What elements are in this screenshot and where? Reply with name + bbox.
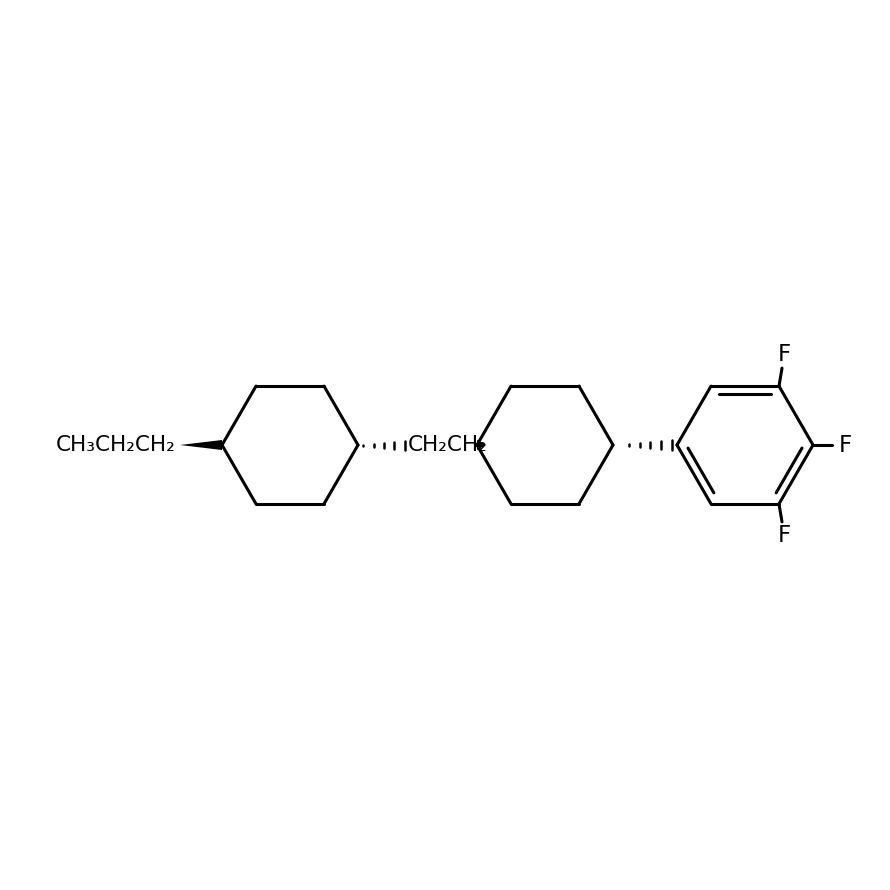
Polygon shape [477,440,486,450]
Text: F: F [778,524,790,547]
Text: F: F [778,343,790,366]
Text: CH₂CH₂: CH₂CH₂ [409,435,488,455]
Polygon shape [180,440,222,450]
Text: F: F [838,433,852,457]
Text: CH₃CH₂CH₂: CH₃CH₂CH₂ [55,435,175,455]
